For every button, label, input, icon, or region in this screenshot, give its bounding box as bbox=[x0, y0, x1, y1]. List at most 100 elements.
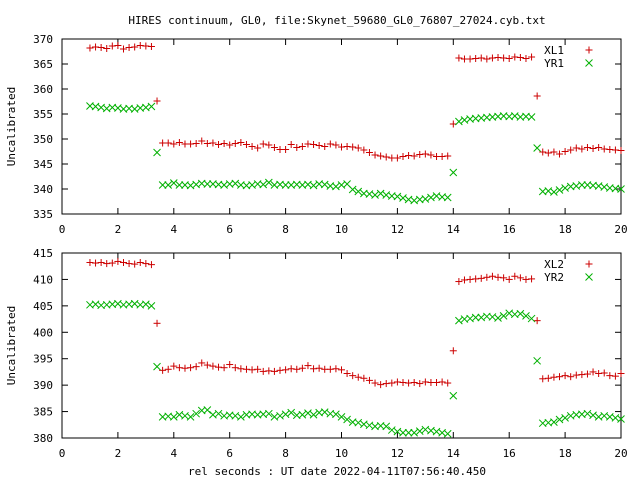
data-point bbox=[399, 428, 407, 437]
data-point bbox=[164, 181, 173, 189]
data-point bbox=[108, 259, 116, 267]
data-point bbox=[187, 364, 195, 372]
legend-label: XL1 bbox=[544, 44, 564, 57]
data-point bbox=[533, 317, 541, 325]
x-tick-label: 12 bbox=[391, 447, 404, 460]
data-point bbox=[589, 368, 597, 376]
data-point bbox=[119, 45, 127, 53]
x-tick-label: 6 bbox=[226, 447, 233, 460]
data-point bbox=[276, 411, 284, 420]
panels: 335 340 345 350 355 360 365 370 0 2 4 6 8 10 12 14 16 18 2… bbox=[5, 33, 628, 460]
data-point bbox=[611, 372, 619, 380]
data-point bbox=[387, 426, 396, 434]
data-point bbox=[131, 260, 139, 268]
y-tick-label: 370 bbox=[33, 33, 53, 46]
data-point bbox=[438, 378, 446, 386]
legend-label: XL2 bbox=[544, 258, 564, 271]
data-point bbox=[561, 414, 569, 422]
data-point bbox=[259, 140, 267, 148]
data-point bbox=[561, 148, 569, 155]
data-point bbox=[354, 187, 363, 196]
data-point bbox=[254, 365, 262, 373]
data-point bbox=[242, 365, 250, 373]
data-point bbox=[349, 372, 357, 380]
data-point bbox=[444, 152, 452, 160]
data-point bbox=[533, 144, 542, 152]
data-point bbox=[455, 117, 463, 126]
y-tick-label: 410 bbox=[33, 273, 53, 286]
x-tick-label: 18 bbox=[558, 223, 571, 236]
data-point bbox=[298, 364, 306, 372]
data-point bbox=[309, 181, 318, 190]
data-point bbox=[119, 259, 127, 267]
data-point bbox=[522, 275, 530, 283]
data-point bbox=[259, 367, 267, 375]
x-tick-label: 2 bbox=[115, 447, 122, 460]
data-point bbox=[153, 148, 161, 157]
data-point bbox=[578, 371, 586, 379]
data-point bbox=[483, 55, 491, 63]
data-point bbox=[449, 120, 457, 128]
data-point bbox=[427, 151, 435, 159]
data-point bbox=[338, 366, 345, 374]
data-point bbox=[192, 363, 200, 371]
data-point bbox=[170, 362, 178, 370]
data-point bbox=[567, 146, 575, 154]
x-tick-label: 14 bbox=[447, 447, 461, 460]
data-point bbox=[332, 141, 340, 149]
data-point bbox=[477, 54, 485, 62]
data-point bbox=[354, 418, 363, 427]
data-point bbox=[410, 428, 419, 437]
y-tick-label: 360 bbox=[33, 83, 53, 96]
data-point bbox=[455, 278, 463, 286]
data-point bbox=[427, 193, 435, 202]
data-point bbox=[460, 276, 468, 284]
data-point bbox=[310, 365, 318, 373]
data-point bbox=[147, 302, 156, 310]
x-tick-label: 8 bbox=[282, 447, 289, 460]
data-point bbox=[248, 143, 256, 150]
y-tick-label: 380 bbox=[33, 432, 53, 445]
data-point bbox=[326, 365, 334, 373]
data-point bbox=[600, 369, 608, 377]
data-point bbox=[382, 153, 390, 161]
data-point bbox=[505, 275, 513, 283]
data-point bbox=[332, 182, 340, 191]
data-point bbox=[533, 356, 542, 365]
data-point bbox=[399, 194, 407, 202]
data-point bbox=[572, 371, 580, 379]
data-point bbox=[399, 379, 407, 386]
x-tick-label: 14 bbox=[447, 223, 461, 236]
legend-marker bbox=[585, 59, 593, 67]
data-point bbox=[595, 370, 603, 378]
data-point bbox=[114, 42, 122, 49]
data-point bbox=[617, 370, 625, 378]
data-point bbox=[550, 148, 558, 156]
data-point bbox=[259, 180, 268, 189]
data-point bbox=[533, 92, 541, 100]
y-tick-label: 355 bbox=[33, 108, 53, 121]
data-point bbox=[254, 144, 262, 152]
series-XL1 bbox=[86, 42, 625, 162]
y-tick-label: 340 bbox=[33, 183, 53, 196]
x-tick-label: 18 bbox=[558, 447, 571, 460]
x-tick-label: 0 bbox=[59, 447, 66, 460]
data-point bbox=[382, 422, 391, 431]
data-point bbox=[544, 149, 552, 157]
x-tick-label: 10 bbox=[335, 223, 348, 236]
series-YR2 bbox=[86, 299, 625, 438]
data-point bbox=[337, 413, 346, 421]
panel-1: 335 340 345 350 355 360 365 370 0 2 4 6 8 10 12 14 16 18 2… bbox=[5, 33, 628, 236]
data-point bbox=[153, 319, 161, 327]
data-point bbox=[175, 364, 183, 372]
data-point bbox=[528, 275, 536, 283]
data-point bbox=[169, 413, 178, 421]
data-point bbox=[360, 146, 368, 154]
data-point bbox=[198, 359, 206, 367]
data-point bbox=[231, 364, 239, 372]
data-point bbox=[169, 179, 178, 187]
data-point bbox=[293, 144, 301, 151]
data-point bbox=[522, 312, 530, 320]
